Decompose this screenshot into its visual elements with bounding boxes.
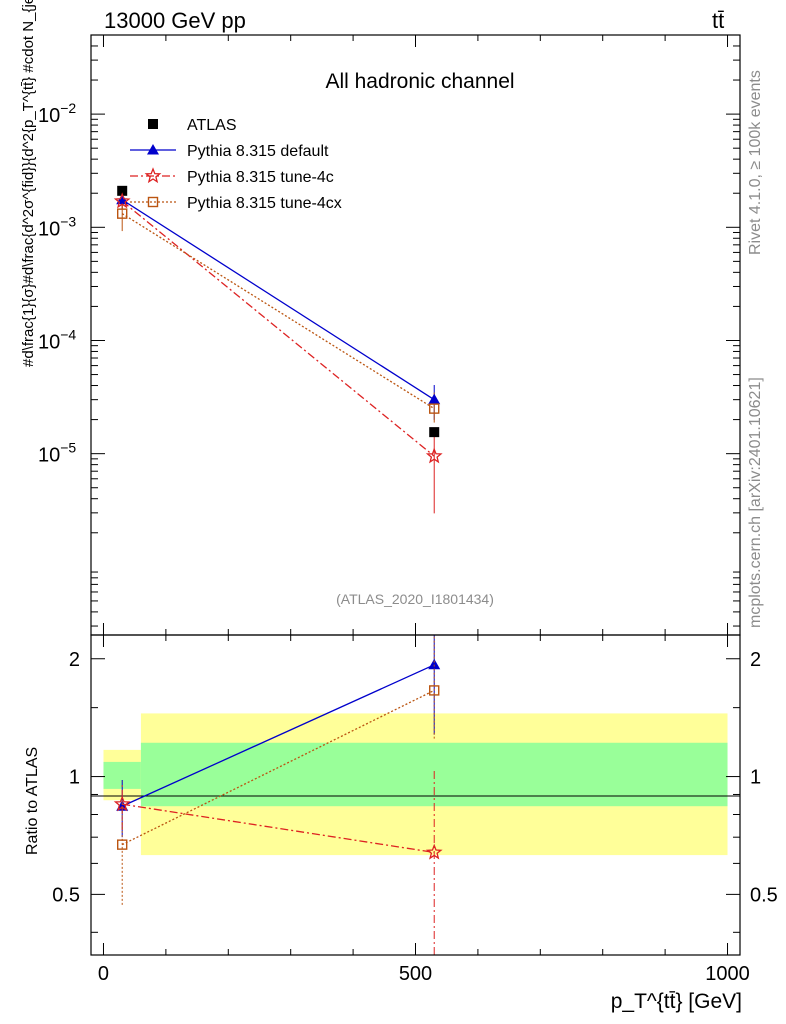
mcplots-label: mcplots.cern.ch [arXiv:2401.10621] bbox=[747, 377, 764, 628]
ratio-tick-label-right-1: 1 bbox=[750, 767, 761, 789]
y-tick-label-2: 10−3 bbox=[38, 213, 76, 240]
y-tick-label-1: 10−4 bbox=[38, 326, 76, 353]
data-point-1 bbox=[429, 427, 440, 438]
main-series-marker-0-1 bbox=[428, 393, 441, 405]
ratio-series-line-0 bbox=[121, 664, 435, 807]
process-label: tt̄ bbox=[712, 8, 724, 33]
legend-label-3: Pythia 8.315 tune-4cx bbox=[187, 195, 342, 212]
x-axis-title: p_T^{tt̄} [GeV] bbox=[611, 990, 742, 1013]
legend-label-0: ATLAS bbox=[187, 117, 237, 134]
legend-marker-1 bbox=[147, 144, 159, 155]
legend-label-2: Pythia 8.315 tune-4c bbox=[187, 169, 334, 186]
ratio-tick-label-left-2: 2 bbox=[69, 649, 80, 671]
main-series-line-0 bbox=[121, 199, 435, 401]
main-series-line-1 bbox=[121, 200, 435, 457]
legend: ATLAS Pythia 8.315 default Pythia 8.315 tu… bbox=[130, 117, 342, 212]
plot-title: All hadronic channel bbox=[325, 70, 514, 93]
x-tick-label-2: 1000 bbox=[705, 963, 750, 985]
legend-marker-3 bbox=[147, 196, 159, 208]
ratio-series-line-1 bbox=[122, 803, 435, 854]
ratio-series-marker-2-1 bbox=[429, 685, 440, 696]
ratio-tick-label-right-2: 2 bbox=[750, 649, 761, 671]
ratio-axis-title: Ratio to ATLAS bbox=[24, 747, 41, 855]
y-axis-title: #d\frac{1}{σ}#d\frac{d^2σ^{fid}}{d^2{p_T… bbox=[20, 0, 37, 367]
legend-marker-0 bbox=[148, 119, 158, 129]
y-tick-label-3: 10−2 bbox=[38, 100, 76, 127]
main-series-marker-1-1 bbox=[425, 447, 443, 464]
data-point-0 bbox=[117, 185, 128, 196]
main-series-marker-1-0 bbox=[113, 192, 131, 209]
legend-marker-2 bbox=[144, 167, 162, 184]
x-tick-label-0: 0 bbox=[98, 963, 109, 985]
ratio-series-marker-1-1 bbox=[425, 843, 443, 860]
main-series-marker-2-0 bbox=[117, 208, 128, 219]
legend-label-1: Pythia 8.315 default bbox=[187, 143, 329, 160]
ratio-tick-label-right-0: 0.5 bbox=[750, 884, 778, 906]
y-axis-title-text: #d\frac{1}{σ}#d\frac{d^2σ^{fid}}{d^2{p_T… bbox=[20, 0, 37, 367]
main-series-line-2 bbox=[121, 213, 435, 410]
ratio-series-marker-0-1 bbox=[428, 658, 441, 670]
analysis-watermark: (ATLAS_2020_I1801434) bbox=[336, 591, 494, 607]
ratio-series-marker-2-0 bbox=[117, 839, 128, 850]
ratio-tick-label-left-1: 1 bbox=[69, 767, 80, 789]
rivet-label: Rivet 4.1.0, ≥ 100k events bbox=[747, 70, 764, 255]
y-tick-label-0: 10−5 bbox=[38, 440, 76, 467]
collision-label: 13000 GeV pp bbox=[104, 8, 246, 33]
main-series-marker-2-1 bbox=[429, 403, 440, 414]
ratio-tick-label-left-0: 0.5 bbox=[52, 884, 80, 906]
x-tick-label-1: 500 bbox=[399, 963, 432, 985]
